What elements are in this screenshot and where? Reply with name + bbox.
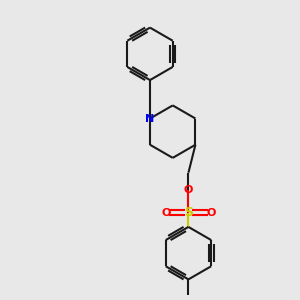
Text: O: O <box>184 185 193 195</box>
Text: O: O <box>161 208 170 218</box>
Text: S: S <box>184 206 193 219</box>
Text: N: N <box>146 113 154 124</box>
Text: O: O <box>206 208 216 218</box>
